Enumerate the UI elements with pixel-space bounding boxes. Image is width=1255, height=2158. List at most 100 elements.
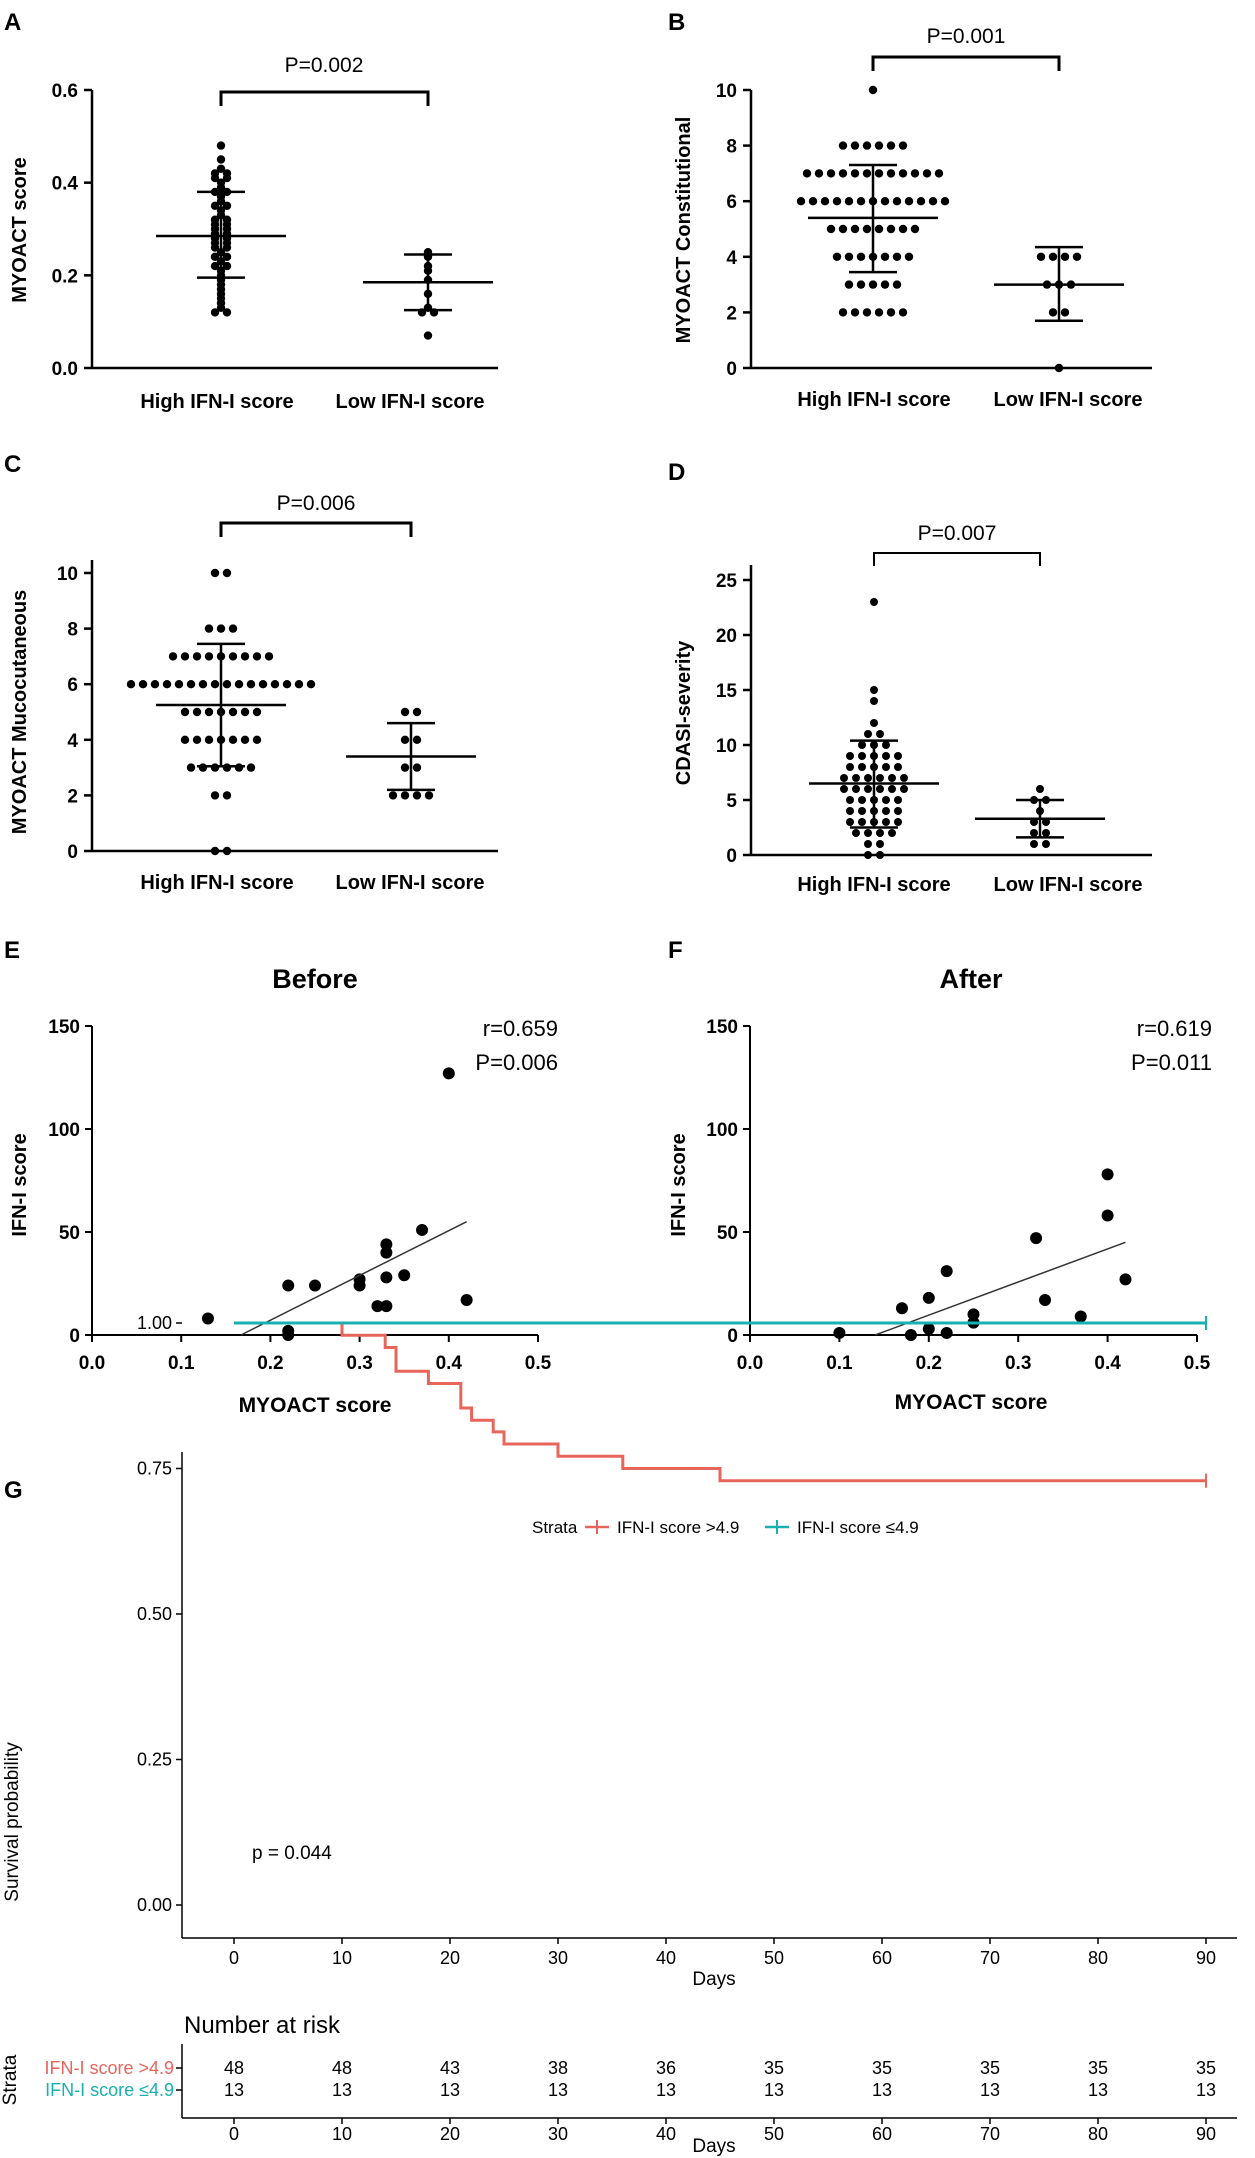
panel-g-y-tick-label: 0.25 [137, 1750, 172, 1770]
data-point [898, 224, 908, 234]
data-point [900, 785, 908, 793]
risk-value: 35 [980, 2058, 1000, 2078]
data-point [180, 652, 190, 661]
data-point [222, 846, 232, 856]
panel-c-p-value: P=0.006 [277, 492, 356, 515]
panel-a-p-value: P=0.002 [285, 54, 364, 77]
panel-d-y-tick-label: 0 [726, 846, 737, 867]
panel-d-y-label: CDASI-severity [673, 640, 695, 785]
panel-e-x-tick-label: 0.1 [168, 1353, 195, 1374]
data-point [416, 1223, 429, 1236]
data-point [282, 1329, 295, 1341]
data-point [424, 791, 434, 800]
data-point [874, 224, 884, 234]
risk-value: 35 [764, 2058, 784, 2078]
risk-value: 43 [440, 2058, 460, 2078]
data-point [371, 1300, 384, 1313]
data-point [216, 303, 226, 312]
data-point [210, 791, 220, 800]
data-point [400, 791, 410, 800]
data-point [216, 141, 226, 150]
data-point [892, 197, 902, 206]
data-point [858, 752, 866, 760]
data-point [460, 1293, 473, 1306]
data-point [898, 308, 908, 317]
panel-a-y-tick-label: 0.2 [52, 266, 78, 287]
data-point [210, 568, 220, 578]
panel-b-y-tick-label: 2 [726, 303, 737, 324]
data-point [882, 752, 890, 760]
data-point [898, 169, 908, 178]
panel-g-y-tick-label: 0.00 [137, 1895, 172, 1915]
data-point [1119, 1273, 1132, 1286]
data-point [796, 197, 806, 206]
data-point [400, 763, 410, 772]
panel-g-x-tick-label: 70 [980, 1948, 1000, 1968]
data-point [910, 224, 920, 234]
panel-f-y-tick-label: 50 [717, 1223, 738, 1244]
data-point [876, 851, 884, 859]
data-point [895, 1302, 908, 1315]
data-point [192, 707, 202, 717]
panel-c-y-tick-label: 2 [67, 786, 78, 807]
data-point [1060, 308, 1070, 317]
risk-value: 13 [656, 2080, 676, 2100]
data-point [1030, 818, 1038, 826]
data-point [240, 735, 250, 744]
data-point [210, 243, 220, 252]
risk-table-strata-label: Strata [0, 2054, 21, 2105]
data-point [442, 1067, 455, 1080]
panel-b-y-tick-label: 4 [726, 248, 737, 269]
data-point [1042, 829, 1050, 837]
data-point [234, 763, 244, 772]
panel-b-y-label: MYOACT Constitutional [673, 117, 695, 344]
data-point [246, 763, 256, 772]
data-point [1048, 308, 1058, 317]
panel-c-y-tick-label: 4 [67, 731, 78, 752]
data-point [876, 785, 884, 793]
data-point [1101, 1209, 1114, 1222]
panel-d-y-tick-label: 15 [716, 681, 738, 702]
data-point [886, 169, 896, 178]
panel-a-y-tick-label: 0.4 [52, 174, 79, 195]
legend-label: IFN-I score >4.9 [617, 1518, 739, 1537]
data-point [858, 763, 866, 771]
data-point [126, 680, 136, 689]
data-point [1054, 363, 1064, 373]
regression-line [874, 1241, 1126, 1336]
risk-table-x-tick-label: 10 [332, 2124, 352, 2144]
panel-a-x-category-high: High IFN-I score [140, 391, 293, 413]
data-point [832, 197, 842, 206]
panel-e-y-tick-label: 50 [59, 1223, 80, 1244]
panel-g-x-tick-label: 20 [440, 1948, 460, 1968]
risk-value: 13 [224, 2080, 244, 2100]
panel-a-significance-bracket [219, 90, 430, 106]
data-point [844, 252, 854, 261]
data-point [222, 252, 232, 261]
risk-value: 35 [1088, 2058, 1108, 2078]
data-point [862, 224, 872, 234]
data-point [880, 280, 890, 289]
data-point [222, 791, 232, 800]
data-point [850, 169, 860, 178]
risk-value: 35 [1196, 2058, 1216, 2078]
panel-g: G Strata IFN-I score >4.9 IFN-I score ≤4.… [0, 1313, 1237, 2157]
risk-value: 48 [332, 2058, 352, 2078]
data-point [894, 752, 902, 760]
panel-e-y-tick-label: 100 [48, 1120, 80, 1141]
panel-e-r-value: r=0.659 [483, 1016, 558, 1041]
data-point [216, 164, 226, 173]
panel-b-y-tick-label: 0 [726, 359, 737, 380]
data-point [894, 807, 902, 815]
panel-b-letter: B [668, 9, 685, 36]
data-point [222, 568, 232, 578]
data-point [864, 774, 872, 782]
panel-c-y-tick-label: 0 [67, 842, 78, 863]
data-point [846, 818, 854, 826]
data-point [1101, 1168, 1114, 1181]
data-point [353, 1279, 366, 1292]
panel-d-y-tick-label: 25 [716, 571, 738, 592]
data-point [892, 252, 902, 261]
data-point [802, 169, 812, 178]
data-point [928, 197, 938, 206]
